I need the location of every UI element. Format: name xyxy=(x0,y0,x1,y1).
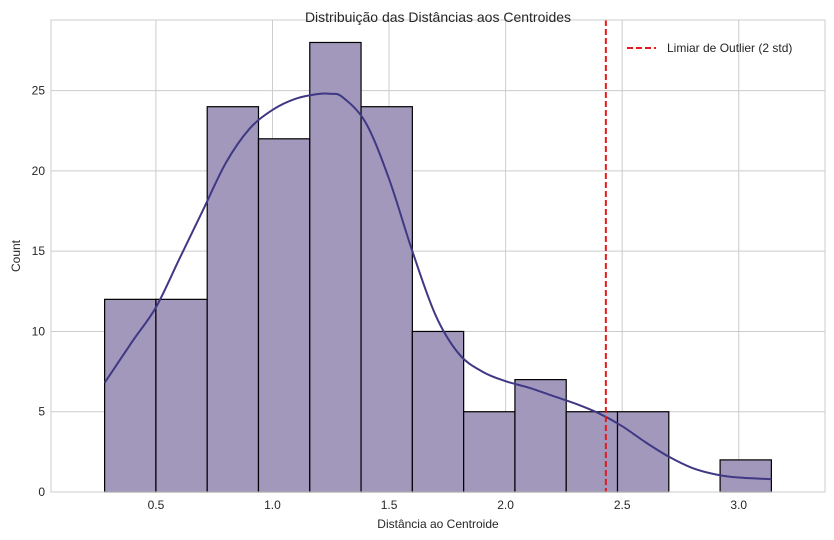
x-tick-label: 3.0 xyxy=(730,498,747,512)
legend: Limiar de Outlier (2 std) xyxy=(627,41,792,55)
histogram-bar xyxy=(155,298,208,493)
plot-frame xyxy=(50,19,826,493)
histogram-bar xyxy=(463,411,516,493)
y-tick-label: 10 xyxy=(32,324,46,338)
x-axis-ticks: 0.5 1.0 1.5 2.0 2.5 3.0 xyxy=(148,498,748,512)
y-tick-label: 5 xyxy=(38,405,45,419)
x-tick-label: 0.5 xyxy=(148,498,165,512)
histogram-bar xyxy=(309,41,362,493)
y-axis-title: Count xyxy=(9,239,23,272)
kde-layer xyxy=(103,92,772,481)
histogram-bar xyxy=(104,298,157,493)
histogram-bar xyxy=(514,379,567,493)
kde-curve xyxy=(103,92,772,481)
chart-title: Distribuição das Distâncias aos Centroid… xyxy=(305,9,571,25)
legend-threshold-label: Limiar de Outlier (2 std) xyxy=(667,41,792,55)
y-tick-label: 0 xyxy=(38,485,45,499)
x-tick-label: 1.0 xyxy=(264,498,281,512)
histogram-bar xyxy=(257,138,311,493)
y-tick-label: 25 xyxy=(32,84,46,98)
y-tick-label: 20 xyxy=(32,164,46,178)
histogram-bar xyxy=(360,106,413,493)
x-tick-label: 1.5 xyxy=(381,498,398,512)
x-tick-label: 2.5 xyxy=(614,498,631,512)
y-axis-ticks: 0 5 10 15 20 25 xyxy=(32,84,46,499)
x-tick-label: 2.0 xyxy=(497,498,514,512)
histogram-bar xyxy=(565,411,619,493)
x-axis-title: Distância ao Centroide xyxy=(377,517,499,531)
y-tick-label: 15 xyxy=(32,244,46,258)
histogram-bar xyxy=(206,106,260,493)
histogram-bar xyxy=(411,330,465,493)
